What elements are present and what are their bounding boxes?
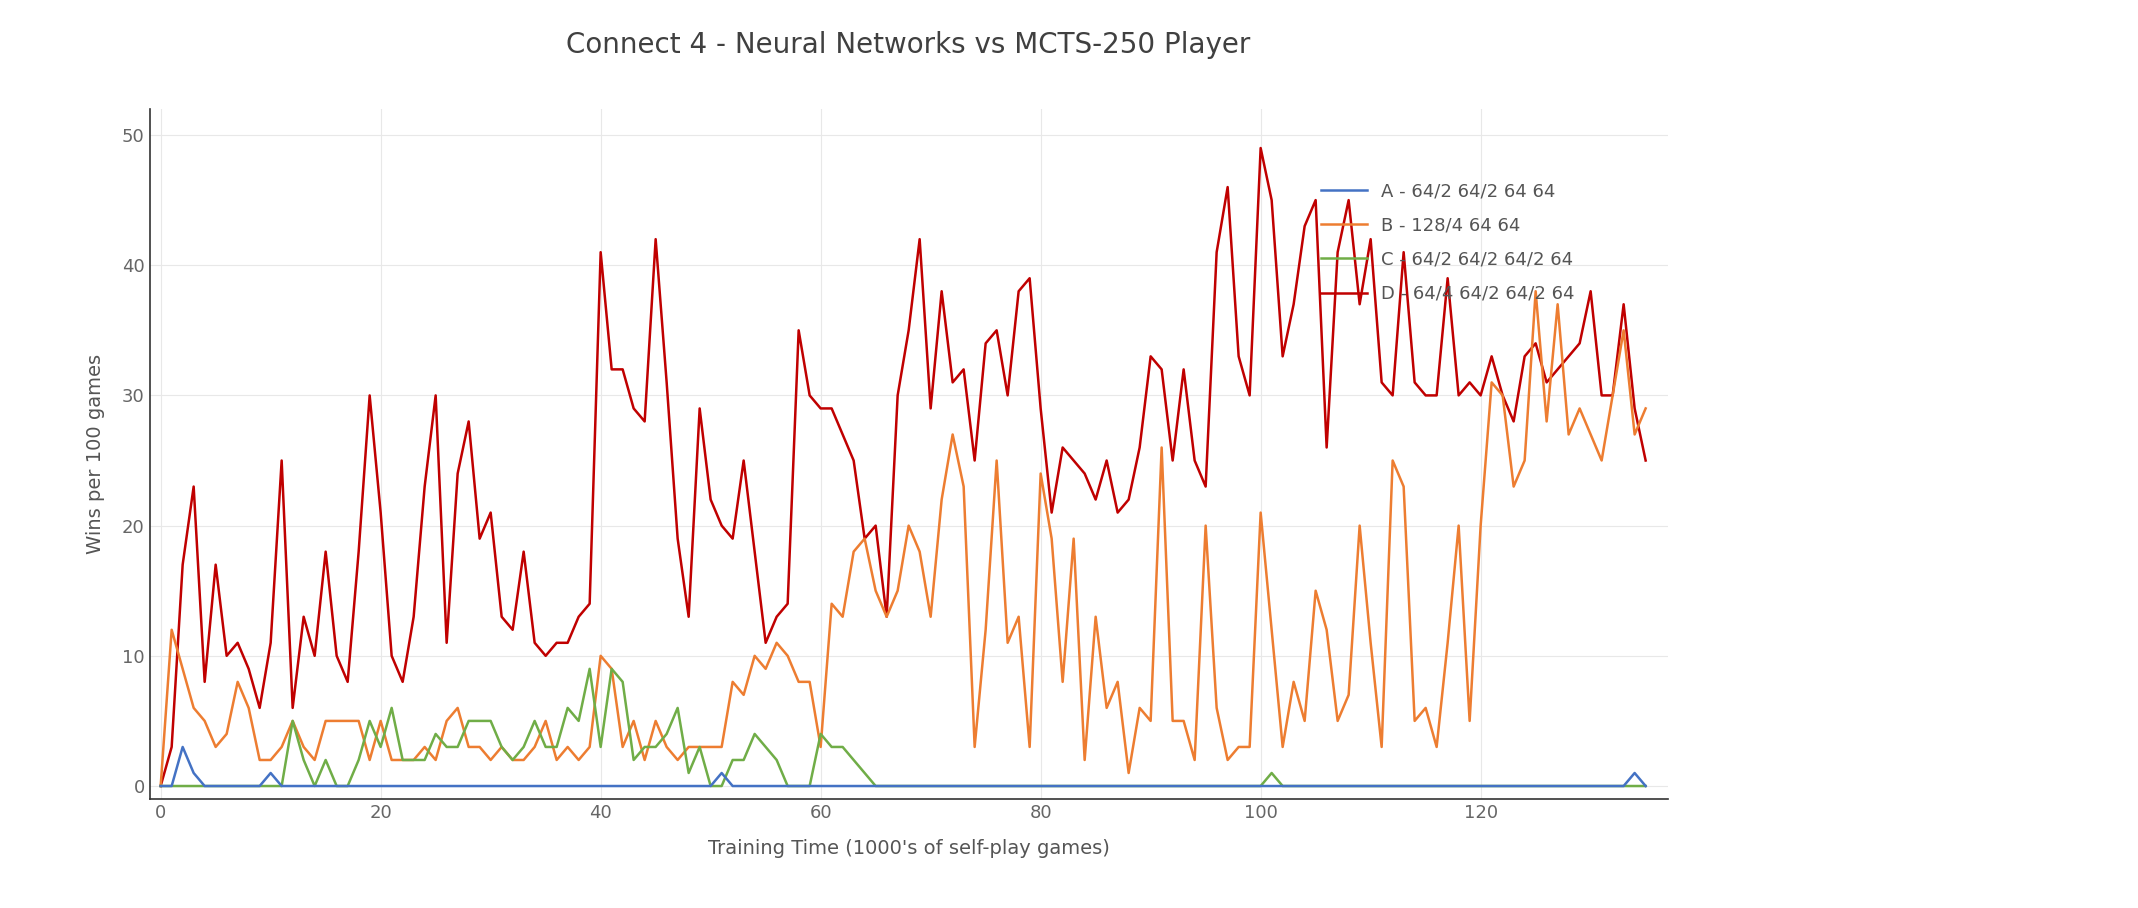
A - 64/2 64/2 64 64 [169, 742, 195, 753]
D - 64/4 64/2 64/2 64 [1368, 377, 1394, 388]
D - 64/4 64/2 64/2 64 [1379, 390, 1405, 400]
A - 64/2 64/2 64 64 [1633, 781, 1659, 792]
C - 64/2 64/2 64/2 64 [148, 781, 173, 792]
Line: C - 64/2 64/2 64/2 64: C - 64/2 64/2 64/2 64 [160, 669, 1646, 786]
C - 64/2 64/2 64/2 64 [1556, 781, 1582, 792]
B - 128/4 64 64 [1633, 403, 1659, 414]
C - 64/2 64/2 64/2 64 [577, 664, 603, 675]
Y-axis label: Wins per 100 games: Wins per 100 games [86, 354, 105, 554]
B - 128/4 64 64 [1556, 429, 1582, 439]
C - 64/2 64/2 64/2 64 [1379, 781, 1405, 792]
A - 64/2 64/2 64 64 [148, 781, 173, 792]
A - 64/2 64/2 64 64 [731, 781, 757, 792]
D - 64/4 64/2 64/2 64 [1556, 350, 1582, 361]
B - 128/4 64 64 [1368, 742, 1394, 753]
B - 128/4 64 64 [721, 676, 746, 687]
B - 128/4 64 64 [1358, 637, 1383, 648]
C - 64/2 64/2 64/2 64 [1358, 781, 1383, 792]
Line: A - 64/2 64/2 64 64: A - 64/2 64/2 64 64 [160, 747, 1646, 786]
A - 64/2 64/2 64 64 [336, 781, 361, 792]
A - 64/2 64/2 64 64 [1368, 781, 1394, 792]
Line: B - 128/4 64 64: B - 128/4 64 64 [160, 291, 1646, 786]
Title: Connect 4 - Neural Networks vs MCTS-250 Player: Connect 4 - Neural Networks vs MCTS-250 … [567, 32, 1251, 59]
C - 64/2 64/2 64/2 64 [323, 781, 348, 792]
C - 64/2 64/2 64/2 64 [1368, 781, 1394, 792]
B - 128/4 64 64 [323, 716, 348, 726]
D - 64/4 64/2 64/2 64 [1249, 143, 1274, 153]
D - 64/4 64/2 64/2 64 [1633, 455, 1659, 466]
D - 64/4 64/2 64/2 64 [323, 650, 348, 661]
A - 64/2 64/2 64 64 [1379, 781, 1405, 792]
D - 64/4 64/2 64/2 64 [721, 533, 746, 544]
B - 128/4 64 64 [1522, 286, 1548, 297]
B - 128/4 64 64 [1347, 520, 1373, 531]
C - 64/2 64/2 64/2 64 [731, 755, 757, 765]
Line: D - 64/4 64/2 64/2 64: D - 64/4 64/2 64/2 64 [160, 148, 1646, 786]
X-axis label: Training Time (1000's of self-play games): Training Time (1000's of self-play games… [708, 839, 1110, 857]
D - 64/4 64/2 64/2 64 [1358, 233, 1383, 244]
A - 64/2 64/2 64 64 [1358, 781, 1383, 792]
A - 64/2 64/2 64 64 [1556, 781, 1582, 792]
C - 64/2 64/2 64/2 64 [1633, 781, 1659, 792]
Legend: A - 64/2 64/2 64 64, B - 128/4 64 64, C - 64/2 64/2 64/2 64, D - 64/4 64/2 64/2 : A - 64/2 64/2 64 64, B - 128/4 64 64, C … [1313, 173, 1584, 312]
D - 64/4 64/2 64/2 64 [148, 781, 173, 792]
B - 128/4 64 64 [148, 781, 173, 792]
